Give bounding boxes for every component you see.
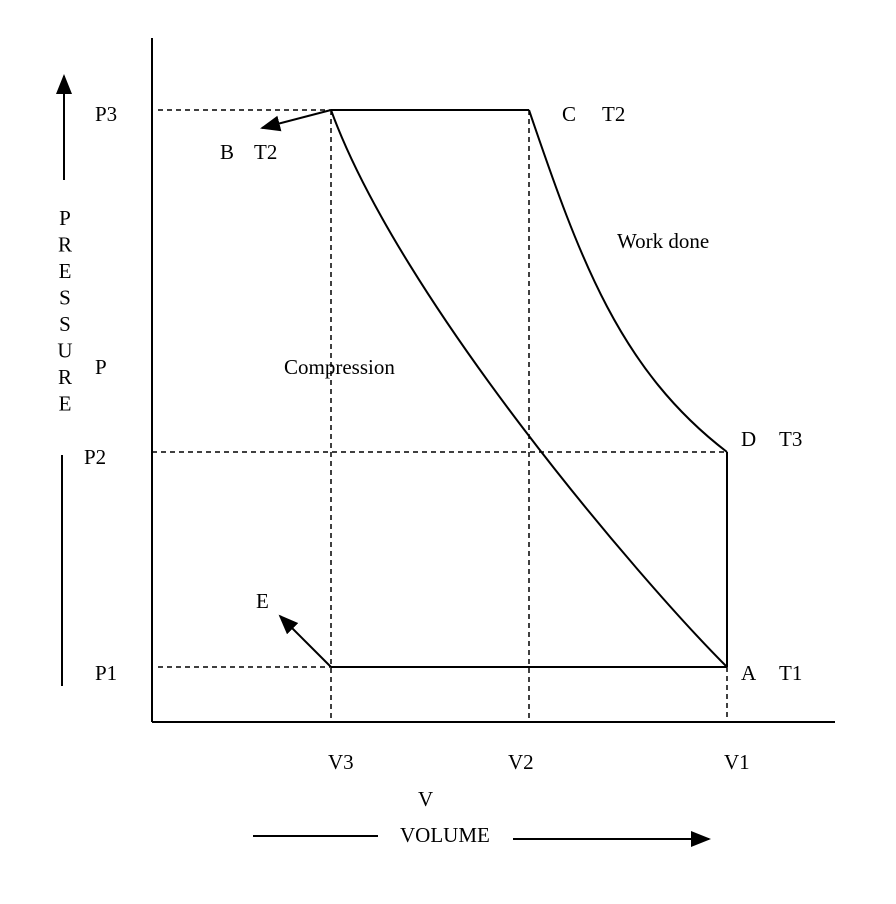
axis-symbol: P [95, 355, 107, 379]
point-label: A [741, 661, 757, 685]
annotation: Compression [284, 355, 395, 379]
axis-letter: S [59, 286, 71, 310]
tick-label: V1 [724, 750, 750, 774]
axes [151, 38, 835, 723]
point-label: E [256, 589, 269, 613]
labels: P3 P2 P1 P V3 V2 V1 V VOLUME B T2 C T2 D… [84, 102, 802, 847]
tick-label: V2 [508, 750, 534, 774]
e-arrow [278, 614, 332, 668]
axis-letter: R [58, 233, 72, 257]
cycle [260, 109, 728, 668]
point-label: C [562, 102, 576, 126]
point-temp: T3 [779, 427, 802, 451]
point-temp: T2 [602, 102, 625, 126]
point-label: D [741, 427, 756, 451]
axis-letter: P [59, 206, 71, 230]
axis-label: VOLUME [400, 823, 490, 847]
tick-label: P3 [95, 102, 117, 126]
axis-symbol: V [418, 787, 433, 811]
axis-arrows [56, 74, 711, 847]
compression-curve [330, 109, 728, 668]
tick-label: V3 [328, 750, 354, 774]
tick-label: P1 [95, 661, 117, 685]
point-temp: T2 [254, 140, 277, 164]
axis-letter: R [58, 365, 72, 389]
axis-letter: E [59, 259, 72, 283]
tick-label: P2 [84, 445, 106, 469]
axis-letter: S [59, 312, 71, 336]
axis-letter: E [59, 392, 72, 416]
axis-letter: U [57, 339, 72, 363]
point-label: B [220, 140, 234, 164]
b-arrow [260, 109, 332, 132]
point-temp: T1 [779, 661, 802, 685]
guide-lines [152, 109, 728, 722]
c-d [528, 109, 728, 453]
annotation: Work done [617, 229, 709, 253]
